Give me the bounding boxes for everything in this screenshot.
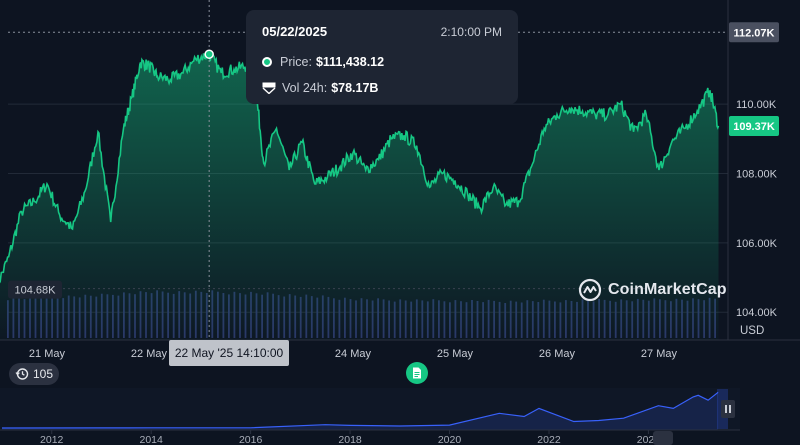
x-tick-label: 24 May	[335, 348, 372, 360]
price-badges: 112.07K 109.37K 104.68K	[8, 22, 779, 299]
pause-icon	[725, 405, 731, 413]
navigator-background	[0, 388, 740, 430]
y-tick-label: 106.00K	[736, 238, 778, 250]
price-tooltip: 05/22/2025 2:10:00 PM Price: $111,438.12…	[246, 10, 518, 104]
crosshair-price-badge: 112.07K	[734, 27, 775, 39]
notes-button[interactable]	[406, 362, 428, 384]
logo-text: CoinMarketCap	[608, 281, 727, 298]
navigator-year-label: 2020	[438, 434, 462, 445]
navigator[interactable]: 2012 2014 2016 2018 2020 2022 2024	[0, 388, 740, 445]
crosshair-price-badge-bg	[729, 22, 779, 43]
navigator-area	[2, 392, 719, 430]
navigator-year-label: 2024	[637, 434, 661, 445]
tooltip-date: 05/22/2025	[262, 24, 328, 39]
tooltip-vol-value: $78.17B	[331, 81, 379, 95]
x-tick-label: 21 May	[29, 348, 66, 360]
history-button[interactable]: 105	[9, 363, 59, 385]
navigator-reset-button[interactable]	[653, 431, 673, 445]
navigator-handle[interactable]	[721, 400, 735, 418]
currency-label: USD	[740, 325, 765, 337]
crosshair-time-label: 22 May '25 14:10:00	[169, 340, 289, 366]
history-count: 105	[32, 367, 54, 381]
price-dot-icon	[262, 57, 272, 67]
x-axis: 21 May 24 May 25 May 26 May 27 May 22 May	[29, 348, 678, 360]
x-tick-label: 25 May	[437, 348, 474, 360]
price-area	[0, 53, 719, 340]
hover-point	[204, 49, 214, 59]
tooltip-vol-label: Vol 24h:	[282, 81, 328, 95]
x-tick-label: 22 May	[131, 348, 168, 360]
price-line	[0, 50, 720, 284]
current-price-badge: 109.37K	[733, 121, 775, 133]
navigator-line	[1, 391, 719, 429]
low-price-badge: 104.68K	[15, 285, 57, 297]
tooltip-price-label: Price:	[280, 55, 312, 69]
y-tick-label: 110.00K	[736, 99, 777, 111]
navigator-year-label: 2014	[139, 434, 163, 445]
y-tick-label: 104.00K	[736, 307, 778, 319]
current-price-badge-bg	[729, 115, 779, 136]
x-tick-label: 26 May	[539, 348, 576, 360]
x-tick-label: 27 May	[641, 348, 678, 360]
y-tick-label: 108.00K	[736, 168, 778, 180]
navigator-year-label: 2018	[338, 434, 362, 445]
navigator-year-label: 2016	[239, 434, 263, 445]
document-icon	[413, 367, 421, 379]
navigator-year-label: 2022	[537, 434, 561, 445]
volume-icon	[262, 82, 276, 94]
navigator-year-label: 2012	[40, 434, 64, 445]
y-axis: 104.00K 106.00K 108.00K 110.00K	[736, 99, 778, 319]
coinmarketcap-logo: CoinMarketCap	[578, 278, 727, 302]
low-price-badge-bg	[8, 280, 62, 299]
history-icon	[15, 368, 29, 380]
coinmarketcap-icon	[578, 278, 602, 302]
tooltip-time: 2:10:00 PM	[440, 24, 502, 39]
tooltip-price-value: $111,438.12	[315, 55, 385, 69]
